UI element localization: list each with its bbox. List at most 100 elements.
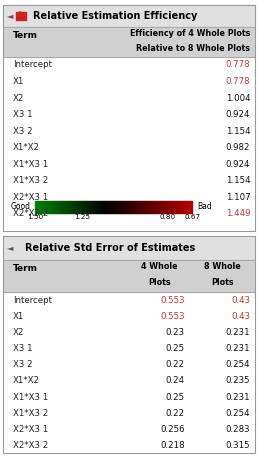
Bar [49,201,50,213]
Bar [98,201,99,213]
Text: Good: Good [10,202,30,212]
Bar [63,201,64,213]
Bar [85,201,86,213]
Bar [188,201,189,213]
Bar [40,201,41,213]
Bar [139,201,140,213]
Bar [57,201,58,213]
Bar [116,201,117,213]
Bar [187,201,188,213]
Bar [157,201,158,213]
Bar [162,201,163,213]
Bar [79,201,80,213]
Text: 0.982: 0.982 [226,143,250,152]
Bar [130,201,131,213]
Bar [3,5,255,27]
Text: Relative Std Error of Estimates: Relative Std Error of Estimates [25,243,196,253]
Bar [153,201,154,213]
Text: 8 Whole: 8 Whole [204,262,241,271]
Bar [118,201,119,213]
Bar [106,201,107,213]
Text: 1.449: 1.449 [226,209,250,218]
Bar [3,27,255,57]
Text: 0.315: 0.315 [226,441,250,450]
Text: 0.553: 0.553 [160,312,185,321]
Text: 1.154: 1.154 [226,176,250,185]
Bar [42,201,43,213]
Bar [185,201,186,213]
Bar [52,201,53,213]
Text: 0.235: 0.235 [226,376,250,386]
Text: 0.43: 0.43 [231,296,250,305]
Bar [140,201,141,213]
Bar [170,201,171,213]
Bar [82,201,83,213]
Bar [179,201,180,213]
Text: 0.553: 0.553 [160,296,185,305]
Text: X1: X1 [13,77,24,86]
Bar [136,201,137,213]
Text: X2*X3 2: X2*X3 2 [13,441,48,450]
Bar [168,201,169,213]
Text: X1: X1 [13,312,24,321]
Bar [160,201,161,213]
Bar [74,201,75,213]
Text: X2*X3 1: X2*X3 1 [13,425,48,434]
Text: X3 2: X3 2 [13,127,32,136]
Bar [99,201,100,213]
Bar [147,201,148,213]
Bar [124,201,125,213]
Bar [121,201,122,213]
Bar [55,201,56,213]
Text: 0.22: 0.22 [165,360,185,370]
Bar [68,201,69,213]
Bar [180,201,181,213]
Bar [84,201,85,213]
Bar [104,201,105,213]
Bar [64,201,65,213]
Bar [115,201,116,213]
Text: 1.25: 1.25 [75,214,91,220]
Text: X1*X3 1: X1*X3 1 [13,393,48,402]
Bar [38,201,39,213]
Bar [134,201,135,213]
Text: 0.24: 0.24 [165,376,185,386]
Bar [132,201,133,213]
Text: Intercept: Intercept [13,296,52,305]
FancyArrow shape [16,12,24,16]
Bar [102,201,103,213]
Bar [101,201,102,213]
Text: X1*X2: X1*X2 [13,143,40,152]
Bar [182,201,183,213]
Bar [62,201,63,213]
Bar [87,201,88,213]
Text: Relative to 8 Whole Plots: Relative to 8 Whole Plots [136,44,250,53]
Text: 0.283: 0.283 [226,425,250,434]
Bar [83,201,84,213]
Bar [161,201,162,213]
Text: 1.004: 1.004 [226,93,250,103]
Bar [169,201,170,213]
Bar [190,201,191,213]
Text: 0.218: 0.218 [160,441,185,450]
Text: 4 Whole: 4 Whole [141,262,178,271]
Bar [144,201,145,213]
Bar [137,201,138,213]
Bar [172,201,173,213]
Bar [138,201,139,213]
Bar [114,201,115,213]
Bar [135,201,136,213]
Text: X3 1: X3 1 [13,344,32,353]
Bar [59,201,60,213]
Bar [3,260,255,293]
Text: 0.231: 0.231 [226,328,250,337]
Text: X2: X2 [13,93,24,103]
Bar [81,201,82,213]
Text: 0.924: 0.924 [226,110,250,119]
Bar [76,201,77,213]
Bar [97,201,98,213]
Bar [158,201,159,213]
Text: Relative Estimation Efficiency: Relative Estimation Efficiency [33,11,197,21]
Bar [184,201,185,213]
Text: X1*X3 1: X1*X3 1 [13,160,48,169]
